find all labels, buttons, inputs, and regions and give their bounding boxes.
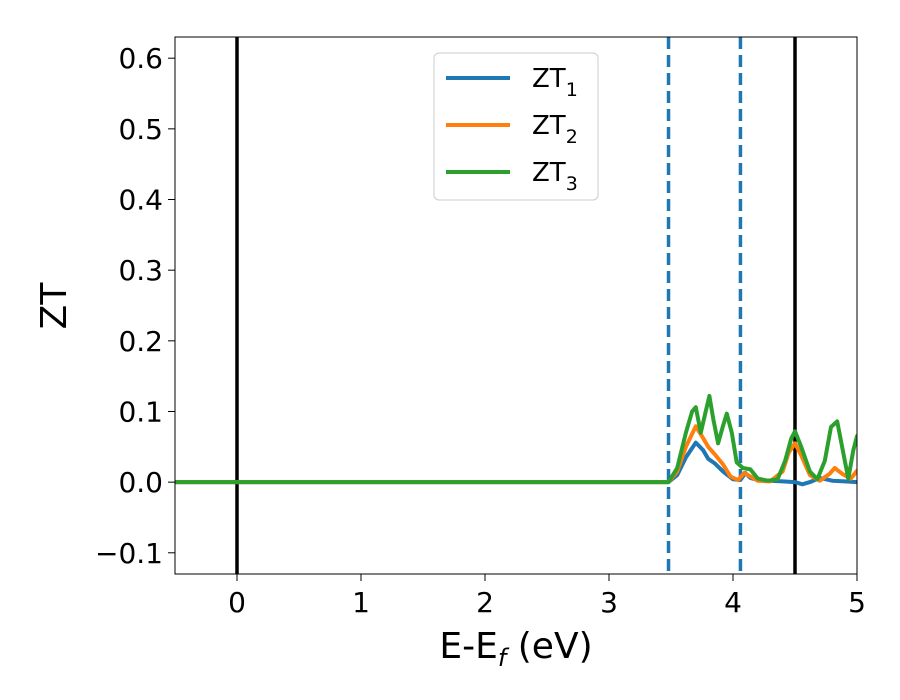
- y-tick-label: −0.1: [95, 537, 163, 570]
- x-axis: 0 1 2 3 4 5: [228, 574, 866, 619]
- y-tick-label: 0.3: [118, 254, 163, 287]
- x-tick-label: 2: [476, 586, 494, 619]
- y-tick-label: 0.0: [118, 466, 163, 499]
- reference-lines: [235, 37, 797, 574]
- y-tick-label: 0.6: [118, 42, 163, 75]
- legend-label-3: ZT3: [532, 158, 578, 195]
- series-line-3: [175, 393, 857, 485]
- x-tick-label: 1: [352, 586, 370, 619]
- y-tick-label: 0.1: [118, 395, 163, 428]
- y-tick-label: 0.5: [118, 113, 163, 146]
- x-tick-label: 5: [848, 586, 866, 619]
- x-axis-label: E-Ef (eV): [439, 626, 592, 672]
- y-tick-label: 0.2: [118, 325, 163, 358]
- y-axis: −0.1 0.0 0.1 0.2 0.3 0.4 0.5 0.6: [95, 42, 175, 570]
- x-tick-label: 4: [724, 586, 742, 619]
- x-tick-label: 3: [600, 586, 618, 619]
- series-line-2: [175, 424, 857, 485]
- legend-label-1: ZT1: [532, 64, 578, 101]
- x-tick-label: 0: [228, 586, 246, 619]
- y-axis-label: ZT: [34, 282, 75, 330]
- legend: ZT1 ZT2 ZT3: [433, 52, 599, 201]
- legend-label-2: ZT2: [532, 111, 578, 148]
- series-layer: [175, 393, 857, 487]
- legend-box: [433, 52, 599, 201]
- y-tick-label: 0.4: [118, 184, 163, 217]
- plot-frame: [174, 36, 858, 575]
